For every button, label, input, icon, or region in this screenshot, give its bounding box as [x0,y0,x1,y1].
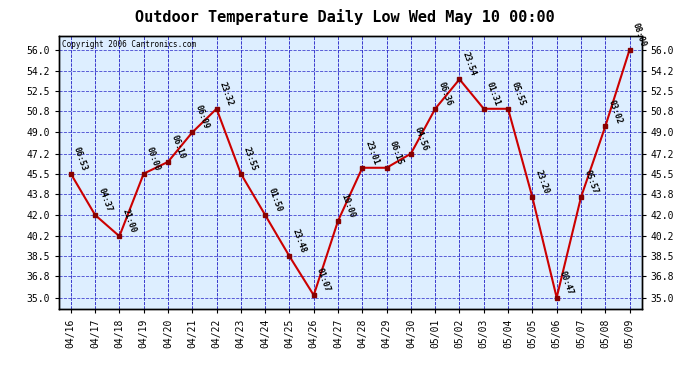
Text: 23:32: 23:32 [218,81,235,107]
Text: 23:55: 23:55 [242,146,259,172]
Text: 23:20: 23:20 [533,169,551,195]
Text: 01:31: 01:31 [485,81,502,107]
Text: 06:15: 06:15 [388,140,405,166]
Text: 23:48: 23:48 [290,228,308,255]
Text: 03:02: 03:02 [607,98,624,125]
Text: 10:00: 10:00 [339,192,356,219]
Text: 21:00: 21:00 [121,208,137,234]
Text: 01:50: 01:50 [266,187,284,213]
Text: Copyright 2006 Cantronics.com: Copyright 2006 Cantronics.com [61,40,196,49]
Text: 01:07: 01:07 [315,267,332,294]
Text: 00:00: 00:00 [145,146,162,172]
Text: 00:47: 00:47 [558,269,575,296]
Text: 23:54: 23:54 [461,51,477,78]
Text: 04:56: 04:56 [412,125,429,152]
Text: 06:09: 06:09 [193,104,210,130]
Text: 06:53: 06:53 [72,146,89,172]
Text: 06:10: 06:10 [169,134,186,160]
Text: 04:37: 04:37 [97,187,113,213]
Text: 23:01: 23:01 [364,140,381,166]
Text: 06:36: 06:36 [436,81,453,107]
Text: Outdoor Temperature Daily Low Wed May 10 00:00: Outdoor Temperature Daily Low Wed May 10… [135,9,555,26]
Text: 08:00: 08:00 [631,21,648,48]
Text: 05:55: 05:55 [509,81,526,107]
Text: 05:57: 05:57 [582,169,599,195]
